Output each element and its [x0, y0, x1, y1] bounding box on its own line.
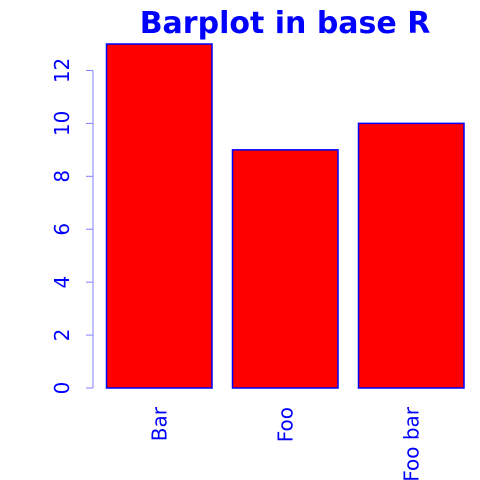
- x-tick-label: Bar: [147, 406, 171, 441]
- bars: [105, 43, 465, 389]
- y-tick-label: 12: [50, 58, 74, 83]
- bar-bar: [105, 43, 213, 389]
- y-axis: 0 2 4 6 8 10 12: [50, 58, 94, 395]
- x-tick-label: Foo bar: [399, 406, 423, 480]
- y-tick-label: 2: [50, 329, 74, 342]
- y-tick-label: 6: [50, 223, 74, 236]
- x-axis-labels: Bar Foo Foo bar: [147, 406, 423, 480]
- chart-title: Barplot in base R: [140, 6, 431, 41]
- y-tick-label: 0: [50, 382, 74, 395]
- x-tick-label: Foo: [273, 407, 297, 442]
- y-tick-label: 10: [50, 111, 74, 136]
- y-tick-label: 8: [50, 170, 74, 183]
- y-tick-label: 4: [50, 276, 74, 289]
- bar-foo-bar: [357, 122, 465, 389]
- bar-foo: [231, 149, 339, 389]
